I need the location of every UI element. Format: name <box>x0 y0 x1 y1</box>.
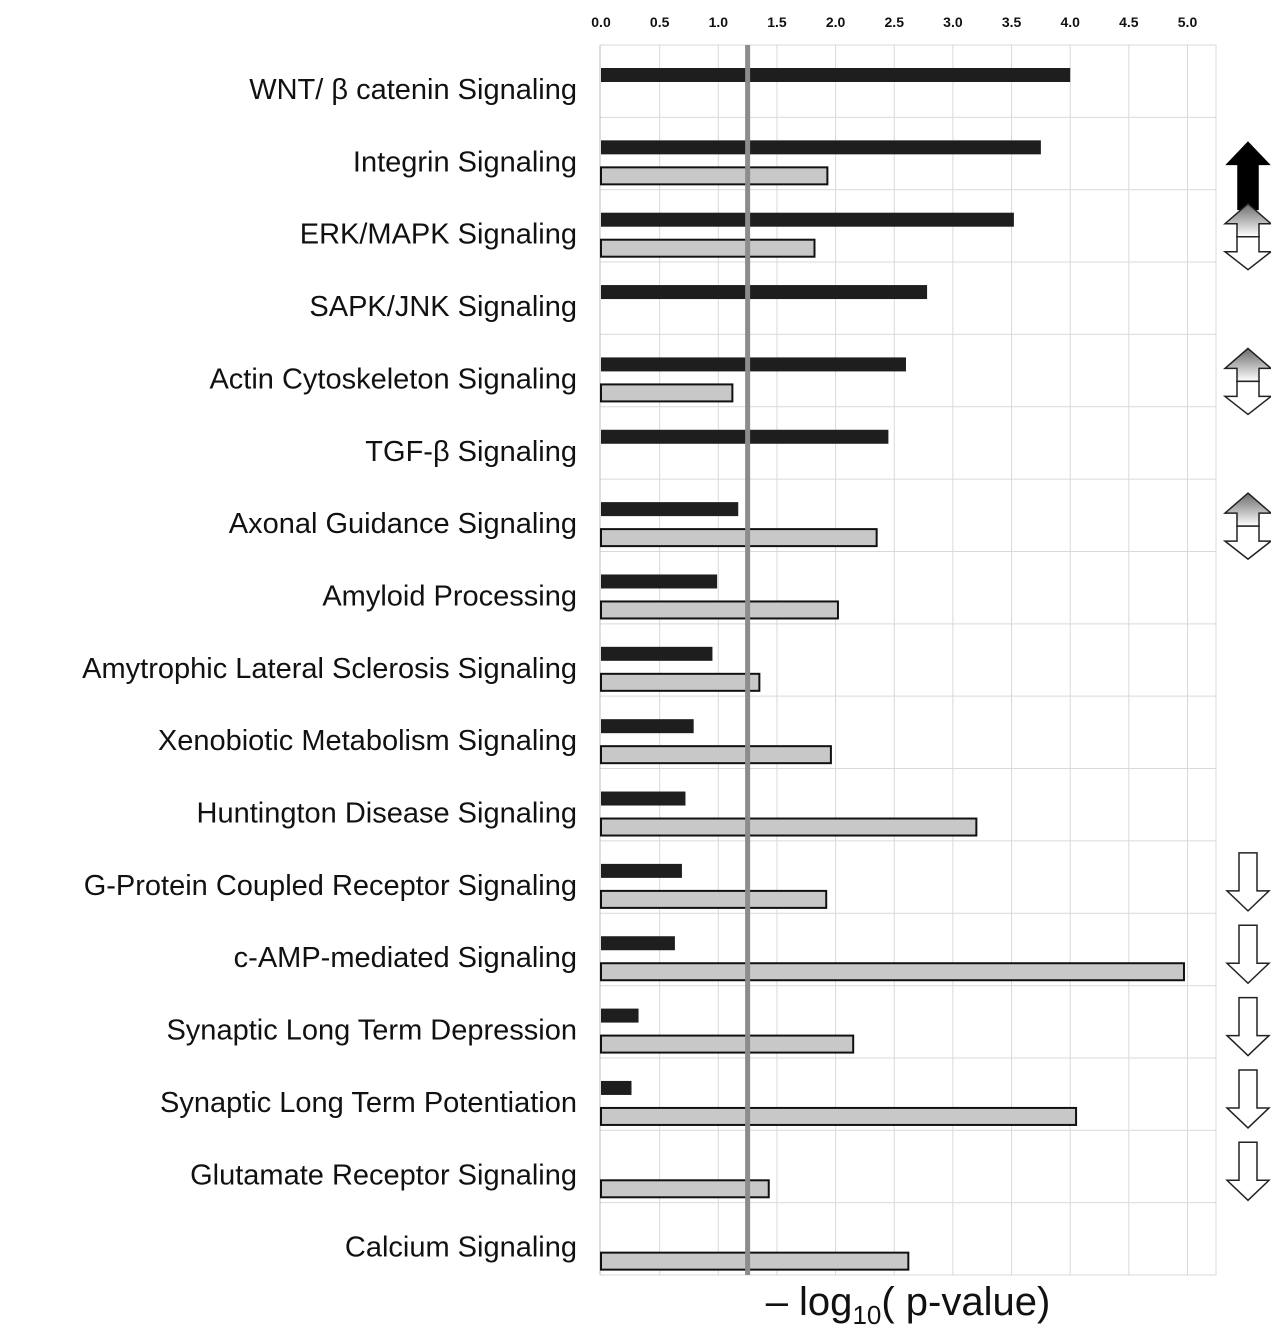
direction-arrows <box>1222 141 1271 1202</box>
category-labels: WNT/ β catenin Signaling Integrin Signali… <box>82 74 577 1264</box>
bar-series-1 <box>601 1008 639 1023</box>
x-tick-label: 4.5 <box>1119 14 1139 30</box>
x-tick-label: 4.0 <box>1060 14 1080 30</box>
bar-series-2 <box>600 1179 770 1199</box>
bar-series-1 <box>601 502 739 517</box>
bar-series-2 <box>600 528 878 548</box>
bar-series-2 <box>600 1106 1078 1126</box>
grid-lines <box>659 45 1217 1275</box>
down-arrow-icon <box>1222 380 1271 416</box>
bar-series-2 <box>600 1034 855 1054</box>
category-label: SAPK/JNK Signaling <box>309 291 577 323</box>
category-label: c-AMP-mediated Signaling <box>234 942 577 974</box>
category-label: TGF-β Signaling <box>365 436 577 468</box>
bar-series-1 <box>601 936 675 951</box>
x-tick-label: 0.5 <box>650 14 670 30</box>
x-axis-label-prefix: – log <box>765 1280 853 1324</box>
x-tick-label: 5.0 <box>1178 14 1198 30</box>
bar-series-1 <box>601 429 889 444</box>
down-arrow-icon <box>1222 525 1271 561</box>
x-tick-label: 1.0 <box>709 14 729 30</box>
bar-series-2 <box>600 166 829 186</box>
category-label: Integrin Signaling <box>353 146 577 178</box>
category-label: Xenobiotic Metabolism Signaling <box>158 725 577 757</box>
category-label: WNT/ β catenin Signaling <box>249 74 577 106</box>
category-label: Axonal Guidance Signaling <box>229 508 577 540</box>
category-label: Huntington Disease Signaling <box>197 798 577 830</box>
down-arrow-icon <box>1225 1069 1271 1129</box>
bar-series-1 <box>601 212 1014 227</box>
bar-series-2 <box>600 817 978 837</box>
x-tick-label: 2.0 <box>826 14 846 30</box>
bar-series-1 <box>601 791 686 806</box>
bar-series-1 <box>601 863 682 878</box>
bar-series-1 <box>601 646 713 661</box>
x-axis-label-suffix: ( p-value) <box>881 1280 1051 1324</box>
category-label: Amytrophic Lateral Sclerosis Signaling <box>82 653 577 685</box>
category-label: Amyloid Processing <box>322 580 577 612</box>
x-axis-label-subscript: 10 <box>852 1300 882 1330</box>
category-label: Actin Cytoskeleton Signaling <box>209 363 577 395</box>
category-label: Glutamate Receptor Signaling <box>190 1159 577 1191</box>
down-arrow-icon <box>1225 1141 1271 1202</box>
category-label: Calcium Signaling <box>345 1232 577 1264</box>
down-arrow-icon <box>1225 924 1271 985</box>
up-arrow-icon <box>1225 141 1271 211</box>
bar-series-1 <box>601 140 1041 155</box>
x-tick-label: 0.0 <box>591 14 611 30</box>
category-label: Synaptic Long Term Depression <box>166 1015 577 1047</box>
bar-series-2 <box>600 962 1185 982</box>
bar-series-2 <box>600 383 734 403</box>
x-tick-labels: 0.0 0.5 1.0 1.5 2.0 2.5 3.0 3.5 4.0 4.5 5.0 <box>591 14 1197 30</box>
bar-series-1 <box>601 357 906 372</box>
bar-series-1 <box>601 719 694 734</box>
bar-series-2 <box>600 600 839 620</box>
x-tick-label: 2.5 <box>885 14 905 30</box>
x-tick-label: 1.5 <box>767 14 787 30</box>
down-arrow-icon <box>1225 996 1271 1057</box>
bar-series-2 <box>600 745 832 765</box>
bar-series-2 <box>600 889 828 909</box>
bars <box>600 68 1185 1271</box>
up-arrow-icon <box>1222 347 1271 383</box>
category-label: Synaptic Long Term Potentiation <box>160 1087 577 1119</box>
bar-series-1 <box>601 1080 632 1095</box>
category-label: ERK/MAPK Signaling <box>300 219 577 251</box>
bar-series-2 <box>600 672 761 692</box>
up-arrow-icon <box>1222 492 1271 527</box>
bar-series-1 <box>601 68 1071 82</box>
category-separators <box>600 44 1216 1276</box>
down-arrow-icon <box>1222 235 1271 271</box>
category-label: G-Protein Coupled Receptor Signaling <box>84 870 577 902</box>
plot-area <box>599 44 1217 1276</box>
bar-series-2 <box>600 238 816 258</box>
x-tick-label: 3.5 <box>1002 14 1022 30</box>
bar-series-1 <box>601 574 718 589</box>
x-axis-label: – log10( p-value) <box>600 1280 1216 1331</box>
bar-series-1 <box>601 285 928 300</box>
x-tick-label: 3.0 <box>943 14 963 30</box>
bar-series-2 <box>600 1251 910 1271</box>
down-arrow-icon <box>1225 852 1271 912</box>
up-arrow-icon <box>1222 202 1271 238</box>
